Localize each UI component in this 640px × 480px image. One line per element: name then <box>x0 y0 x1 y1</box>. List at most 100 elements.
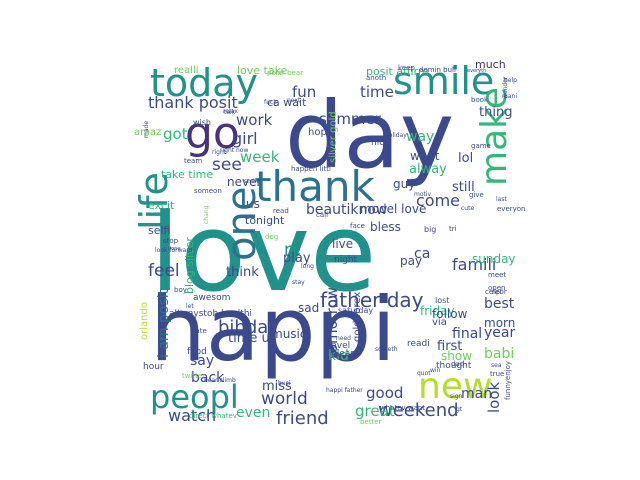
cloud-word-time-ur: time ur <box>228 331 276 346</box>
cloud-word-everyon: everyon <box>497 205 526 213</box>
cloud-word-long: long <box>301 263 314 270</box>
cloud-word-stay: stay <box>292 279 305 286</box>
cloud-word-still: still <box>452 180 475 195</box>
cloud-word-make: make <box>474 87 515 186</box>
cloud-word-music: music <box>271 327 306 341</box>
cloud-word-win: win <box>430 367 441 374</box>
cloud-word-lol: lol <box>458 151 473 166</box>
cloud-word-silver-gold: silver gold <box>328 111 339 163</box>
cloud-word-team: team <box>184 157 202 165</box>
cloud-word-sea: sea <box>491 362 502 369</box>
cloud-word-show: show <box>441 349 472 363</box>
cloud-word-talk: talk <box>224 109 236 116</box>
cloud-word-live: live <box>332 237 353 251</box>
cloud-word-happen-littl: happen littl <box>291 165 331 173</box>
cloud-word-food: food <box>187 347 207 357</box>
cloud-word-cute: cute <box>461 205 474 212</box>
cloud-word-want: want <box>410 149 440 163</box>
cloud-word-posit-affirm: posit affirm <box>366 65 429 78</box>
cloud-word-great: great <box>355 402 395 420</box>
cloud-word-smile: smile <box>244 178 260 185</box>
cloud-word-tonight: tonight <box>245 214 285 227</box>
cloud-word-next: next <box>287 97 301 104</box>
cloud-word-realli: realli <box>174 65 199 76</box>
cloud-word-fun: fun <box>292 83 316 101</box>
cloud-word-wonder: wonder <box>502 76 509 99</box>
cloud-word-funnyenjoy: funnyenjoy <box>504 361 512 400</box>
cloud-word-direct-whatev: direct whatev <box>189 412 237 420</box>
cloud-word-boy: boy <box>174 286 187 294</box>
cloud-word-tri: tri <box>449 225 457 233</box>
cloud-word-girl: girl <box>232 129 258 148</box>
cloud-word-week: week <box>240 148 280 166</box>
cloud-word-morn: morn <box>484 316 515 330</box>
cloud-word-domin-bull: domin bull <box>419 66 456 74</box>
cloud-word-thank-posit: thank posit <box>148 93 238 112</box>
cloud-word-last: last <box>496 196 507 203</box>
cloud-word-time: time <box>360 83 394 101</box>
cloud-word-sad: sad <box>298 301 319 315</box>
cloud-word-bless: bless <box>370 220 401 234</box>
cloud-word-done: done <box>168 246 180 252</box>
cloud-word-sunday: sunday <box>472 252 516 266</box>
cloud-word-life: life <box>132 172 176 230</box>
cloud-word-open: open <box>488 284 505 292</box>
cloud-word-dog: dog <box>265 233 278 241</box>
cloud-word-better: better <box>360 418 382 426</box>
cloud-word-give: give <box>469 191 484 199</box>
cloud-word-year: year <box>484 325 515 341</box>
cloud-word-keep: keep <box>398 64 415 72</box>
cloud-word-kid: kid <box>328 348 349 364</box>
cloud-word-beautiknow: beautiknow <box>306 202 387 218</box>
cloud-word-right: right <box>212 149 227 156</box>
cloud-word-work: work <box>236 111 273 129</box>
cloud-word-person: person <box>229 329 250 336</box>
cloud-word-blog-silver: blog silver <box>183 237 196 294</box>
cloud-word-ca-wait: ca wait <box>267 96 307 109</box>
cloud-word-motiv: motiv <box>414 191 432 198</box>
cloud-word-alway: alway <box>409 162 447 177</box>
cloud-word-book: book <box>471 96 489 104</box>
cloud-word-i-am-posit: i am posit <box>156 288 172 358</box>
cloud-word-re: re <box>284 240 301 260</box>
cloud-word-play: play <box>283 251 311 266</box>
cloud-word-thing: thing <box>479 105 512 120</box>
cloud-word-amaz: amaz <box>134 127 161 138</box>
cloud-word-peopl: peopl <box>150 378 239 416</box>
cloud-word-father-day: father day <box>320 288 424 312</box>
cloud-word-face: face <box>350 222 365 230</box>
cloud-word-guy: guy <box>393 177 415 191</box>
cloud-word-gold-forex: gold forex <box>352 292 363 342</box>
cloud-word-even: even <box>236 405 270 421</box>
cloud-word-see: see <box>212 155 242 175</box>
cloud-word-friend: friend <box>276 408 329 429</box>
cloud-word-quot: quot <box>417 370 431 377</box>
cloud-word-think: think <box>226 265 259 280</box>
cloud-word-let: let <box>186 303 194 310</box>
cloud-word-famili: famili <box>452 255 496 274</box>
cloud-word-day: day <box>285 82 454 189</box>
cloud-word-lost: lost <box>435 296 449 305</box>
cloud-word-watch: watch <box>168 406 216 425</box>
cloud-word-tomorrow: tomorrow <box>323 287 341 359</box>
cloud-word-mani: mani <box>502 93 517 100</box>
cloud-word-someon: someon <box>194 187 222 195</box>
cloud-word-stop: stop <box>163 237 179 245</box>
cloud-word-look-forward: look forward <box>155 247 193 254</box>
cloud-word-say: say <box>190 353 214 369</box>
cloud-word-final: final <box>452 326 482 342</box>
cloud-word-hurt: hurt <box>225 311 238 318</box>
cloud-word-call: call <box>316 211 328 219</box>
cloud-word-celebr: celebr <box>485 288 507 296</box>
cloud-word-polar-bear: polar bear <box>267 69 303 77</box>
cloud-word-go: go <box>185 108 240 159</box>
cloud-word-follow: follow <box>432 307 468 321</box>
cloud-word-happi-father: happi father <box>326 387 363 394</box>
cloud-word-love-take: love take <box>237 64 288 77</box>
cloud-word-one: one <box>219 187 265 261</box>
cloud-word-way: way <box>406 129 434 145</box>
cloud-word-whatev-want: whatev want <box>380 404 425 412</box>
cloud-word-babi: babi <box>484 346 514 362</box>
cloud-word-everyth: everyth <box>467 68 486 74</box>
cloud-word-someth: someth <box>375 346 398 353</box>
